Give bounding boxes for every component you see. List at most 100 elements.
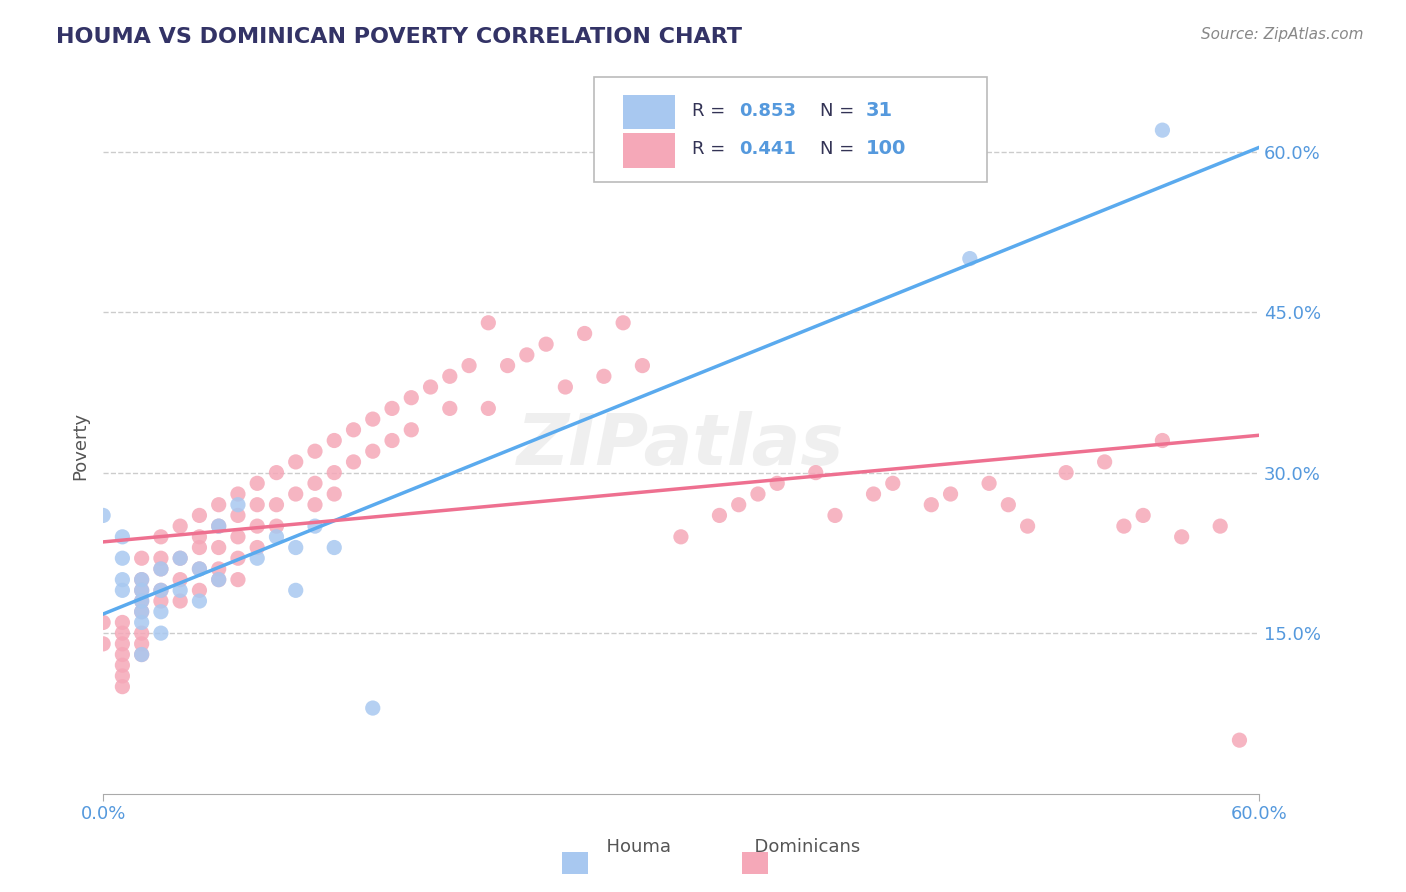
Y-axis label: Poverty: Poverty xyxy=(72,412,89,480)
Point xyxy=(131,551,153,566)
Text: R =: R = xyxy=(693,140,731,158)
Point xyxy=(766,476,789,491)
Point xyxy=(149,551,172,566)
Point xyxy=(149,530,172,544)
Point xyxy=(304,476,326,491)
Point xyxy=(208,519,231,533)
Point xyxy=(304,498,326,512)
Point xyxy=(226,508,249,523)
Bar xyxy=(623,133,675,168)
Point xyxy=(149,594,172,608)
Point xyxy=(131,648,153,662)
Point xyxy=(631,359,654,373)
Point xyxy=(477,316,499,330)
Point xyxy=(149,605,172,619)
Point xyxy=(284,541,307,555)
Point xyxy=(1054,466,1077,480)
Point xyxy=(111,669,134,683)
Point xyxy=(439,401,461,416)
Point xyxy=(1094,455,1116,469)
Text: HOUMA VS DOMINICAN POVERTY CORRELATION CHART: HOUMA VS DOMINICAN POVERTY CORRELATION C… xyxy=(56,27,742,46)
Point xyxy=(208,541,231,555)
Point xyxy=(419,380,441,394)
Point xyxy=(1152,434,1174,448)
Point xyxy=(131,594,153,608)
Point xyxy=(284,487,307,501)
Point xyxy=(342,455,364,469)
Point xyxy=(226,530,249,544)
Point xyxy=(131,615,153,630)
Point xyxy=(1112,519,1135,533)
Point xyxy=(246,476,269,491)
Text: Source: ZipAtlas.com: Source: ZipAtlas.com xyxy=(1201,27,1364,42)
Point xyxy=(246,551,269,566)
Point xyxy=(91,637,114,651)
Point xyxy=(169,551,191,566)
Point xyxy=(342,423,364,437)
Point xyxy=(266,530,288,544)
Point xyxy=(246,541,269,555)
Point xyxy=(361,412,384,426)
Point xyxy=(939,487,962,501)
Point xyxy=(516,348,538,362)
Text: Houma: Houma xyxy=(595,838,671,856)
Point xyxy=(1017,519,1039,533)
FancyBboxPatch shape xyxy=(595,78,987,181)
Point xyxy=(169,551,191,566)
Point xyxy=(381,401,404,416)
Point xyxy=(977,476,1000,491)
Point xyxy=(824,508,846,523)
Point xyxy=(920,498,942,512)
Point xyxy=(574,326,596,341)
Point xyxy=(593,369,616,384)
Point xyxy=(323,434,346,448)
Point xyxy=(149,626,172,640)
Point xyxy=(131,605,153,619)
Point xyxy=(111,551,134,566)
Point xyxy=(208,519,231,533)
Point xyxy=(226,487,249,501)
Point xyxy=(149,583,172,598)
Point xyxy=(458,359,481,373)
Point xyxy=(496,359,519,373)
Point xyxy=(266,519,288,533)
Text: ZIPatlas: ZIPatlas xyxy=(517,411,845,481)
Point xyxy=(188,541,211,555)
Point xyxy=(1132,508,1154,523)
Text: Dominicans: Dominicans xyxy=(742,838,860,856)
Point xyxy=(1229,733,1251,747)
Point xyxy=(131,573,153,587)
Point xyxy=(188,583,211,598)
Point xyxy=(188,562,211,576)
Text: R =: R = xyxy=(693,102,731,120)
Point xyxy=(149,583,172,598)
Point xyxy=(208,562,231,576)
Point xyxy=(246,519,269,533)
Point xyxy=(131,626,153,640)
Point xyxy=(381,434,404,448)
Point xyxy=(804,466,827,480)
Point xyxy=(131,637,153,651)
Point xyxy=(131,573,153,587)
Point xyxy=(554,380,576,394)
Point xyxy=(612,316,634,330)
Point xyxy=(323,466,346,480)
Point xyxy=(266,466,288,480)
Point xyxy=(862,487,884,501)
Text: N =: N = xyxy=(820,102,859,120)
Text: 0.853: 0.853 xyxy=(738,102,796,120)
Point xyxy=(111,626,134,640)
Point xyxy=(226,573,249,587)
Text: N =: N = xyxy=(820,140,859,158)
Point xyxy=(111,530,134,544)
Point xyxy=(149,562,172,576)
Point xyxy=(1209,519,1232,533)
Point xyxy=(304,444,326,458)
Text: 31: 31 xyxy=(866,101,893,120)
Point xyxy=(959,252,981,266)
Point xyxy=(111,648,134,662)
Point xyxy=(284,583,307,598)
Point xyxy=(111,658,134,673)
Point xyxy=(997,498,1019,512)
Point xyxy=(727,498,749,512)
